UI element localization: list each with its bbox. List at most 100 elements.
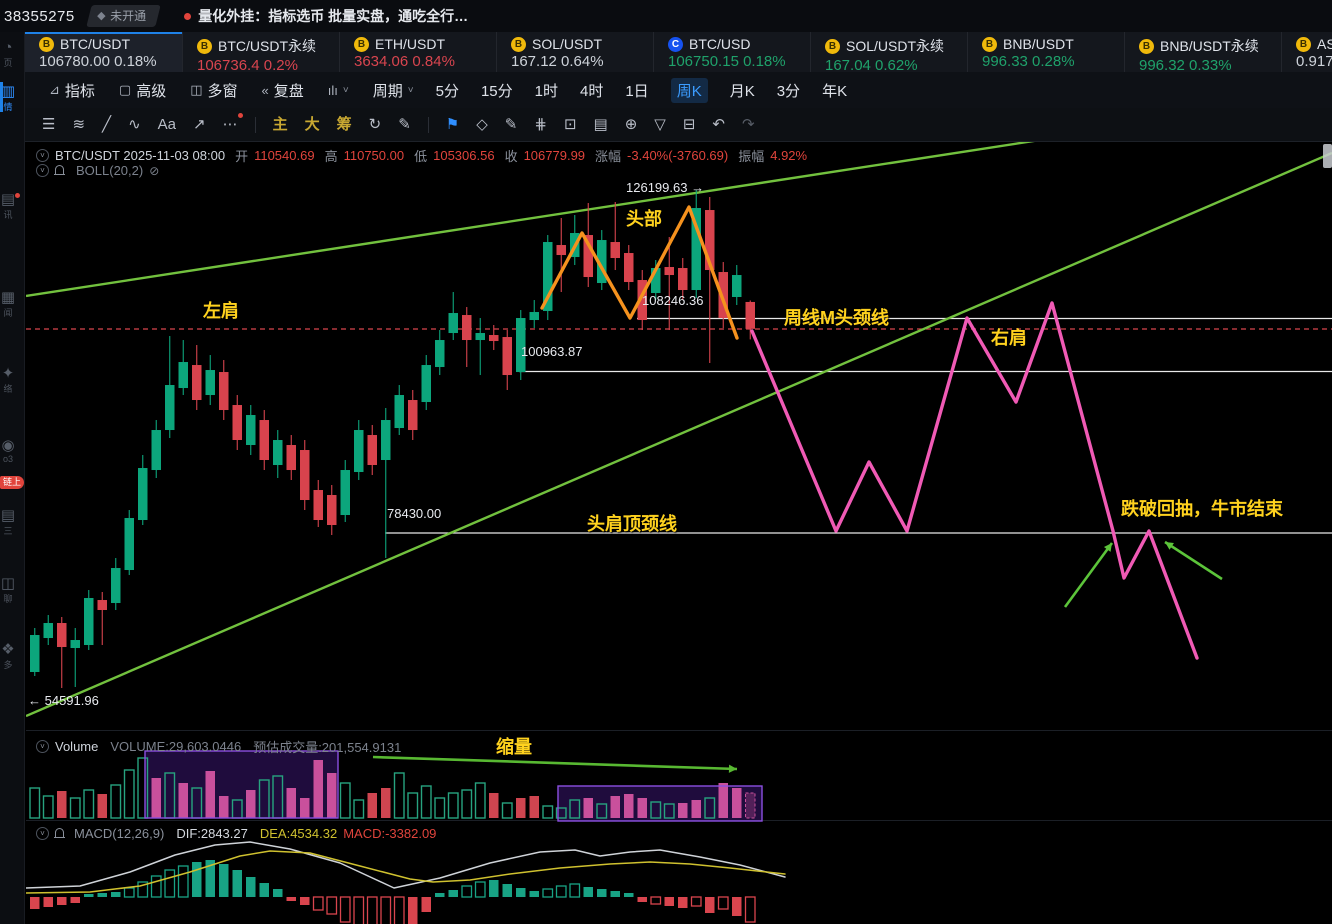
sidebar-item-讯[interactable]: ▤ 讯 (0, 192, 23, 221)
collapse-chevron-icon[interactable]: ˅ (36, 740, 49, 753)
legend-segment: Volume (55, 739, 99, 754)
period-周K[interactable]: 周K (670, 77, 708, 103)
notice-text: 量化外挂：指标选币 批量实盘，通吃全行… (198, 8, 469, 24)
trash-icon[interactable]: ⊟ (682, 115, 696, 133)
attach-icon[interactable]: ⊕ (624, 115, 638, 133)
tab-ETH-USDT[interactable]: B ETH/USDT 3634.06 0.84% (339, 32, 496, 72)
panel-collapse-handle[interactable] (1323, 144, 1332, 168)
main-chart-button[interactable]: 主 (272, 115, 288, 133)
period-年K[interactable]: 年K (822, 82, 848, 100)
sidebar-item-闻[interactable]: ▦ 闻 (0, 290, 23, 319)
legend-segment: 收 (504, 149, 518, 164)
trendlines-tool-icon[interactable]: ≋ (72, 115, 86, 133)
tab-symbol: BNB/USDT (1003, 36, 1074, 52)
sidebar-item-聊[interactable]: ◫ 聊 (0, 576, 23, 605)
legend-segment: VOLUME:29,603.0446 (110, 739, 242, 754)
tab-quote: 106736.4 0.2% (197, 57, 298, 72)
large-chart-button[interactable]: 大 (304, 115, 320, 133)
alert-bell-icon[interactable] (54, 165, 65, 175)
eraser-icon[interactable]: ◇ (476, 115, 488, 133)
more-tools-icon[interactable]: ⋯ (223, 112, 243, 134)
price-label-4: ← 54591.96 (28, 693, 99, 708)
period-月K[interactable]: 月K (729, 82, 755, 100)
tab-BNB-USDT[interactable]: B BNB/USDT 996.33 0.28% (967, 32, 1124, 72)
period-1日[interactable]: 1日 (625, 82, 649, 100)
collapse-chevron-icon[interactable]: ˅ (36, 164, 49, 177)
period-1时[interactable]: 1时 (534, 82, 558, 100)
sidebar-item-情[interactable]: ▥ 情 (0, 84, 23, 113)
quick-draw-icon[interactable]: ✎ (398, 115, 411, 133)
onchain-badge[interactable]: 链上 (0, 476, 24, 489)
indicators-button[interactable]: ⊿ 指标 (49, 82, 95, 100)
multi-window-button[interactable]: ◫ 多窗 (190, 82, 238, 100)
tab-symbol: SOL/USDT (532, 36, 603, 52)
sol-coin-icon: B (511, 36, 526, 52)
arrow-tool-icon[interactable]: ↗ (193, 115, 206, 133)
redo-icon[interactable]: ↷ (741, 115, 755, 133)
period-dropdown[interactable]: 周期 ˅ (372, 82, 414, 100)
drawing-toolbar: ☰ ≋ ╱ ∿ Aa ↗ ⋯ 主大筹 ↻ ✎ ⚑ ◇ ✎ ⋕ ⊡ ▤ ⊕ ▽ ⊟ ↶ ↷ (25, 108, 1332, 142)
多-icon: ❖ (1, 641, 15, 658)
chart-style-dropdown[interactable]: ılı ˅ (328, 83, 349, 98)
macd-legend: ˅ MACD(12,26,9) DIF:2843.27 DEA:4534.32 MACD… (36, 826, 436, 841)
period-3分[interactable]: 3分 (776, 82, 801, 100)
chips-button[interactable]: 筹 (336, 115, 352, 133)
tab-symbol: BNB/USDT永续 (1160, 38, 1259, 54)
compare-icon[interactable]: ⋕ (534, 115, 547, 133)
wave-tool-icon[interactable]: ∿ (128, 115, 141, 133)
tab-quote: 0.917 0.91% (1296, 53, 1332, 70)
eye-off-icon[interactable]: ⊘ (149, 163, 160, 178)
tab-BTC-USDT永续[interactable]: B BTC/USDT永续 106736.4 0.2% (182, 32, 339, 72)
sidebar-item-多[interactable]: ❖ 多 (0, 642, 23, 671)
annotation-5: 跌破回抽，牛市结束 (1121, 499, 1283, 519)
toolbar-separator (427, 116, 429, 133)
tab-symbol: SOL/USDT永续 (846, 38, 945, 54)
tab-ASTER-USDT[interactable]: B ASTER/USDT0.917 0.91% (1281, 32, 1332, 72)
legend-segment: DEA:4534.32 (259, 826, 338, 841)
menu-icon[interactable]: ☰ (42, 115, 56, 133)
lock-icon[interactable]: ⊡ (563, 115, 577, 133)
tab-quote: 106750.15 0.18% (668, 53, 786, 70)
undo-icon[interactable]: ↶ (712, 115, 725, 133)
btc-coin-icon: B (39, 36, 54, 52)
sidebar-item-三[interactable]: ▤ 三 (0, 508, 23, 537)
tab-SOL-USDT永续[interactable]: B SOL/USDT永续 167.04 0.62% (810, 32, 967, 72)
tab-BNB-USDT永续[interactable]: B BNB/USDT永续 996.32 0.33% (1124, 32, 1281, 72)
tab-BTC-USD[interactable]: C BTC/USD 106750.15 0.18% (653, 32, 810, 72)
filter-icon[interactable]: ▽ (654, 115, 666, 133)
alert-bell-icon[interactable] (54, 828, 65, 838)
sidebar-item-页[interactable]: ◔ 页 (0, 40, 23, 69)
页-icon: ◔ (3, 39, 13, 56)
advanced-button-icon: ▢ (118, 82, 132, 97)
tab-SOL-USDT[interactable]: B SOL/USDT 167.12 0.64% (496, 32, 653, 72)
tab-quote: 106780.00 0.18% (39, 53, 157, 70)
legend-segment: 110540.69 (254, 148, 315, 163)
line-tool-icon[interactable]: ╱ (102, 115, 112, 133)
refresh-icon[interactable]: ↻ (368, 115, 382, 133)
toolbar-separator (254, 116, 256, 133)
notice-ticker[interactable]: 量化外挂：指标选币 批量实盘，通吃全行… (184, 6, 468, 26)
讯-icon: ▤ (0, 191, 16, 208)
price-label-1: 108246.36 (642, 293, 704, 308)
sidebar-item-络[interactable]: ✦ 络 (0, 366, 23, 395)
legend-segment: BTC/USDT 2025-11-03 08:00 (55, 148, 226, 163)
collapse-chevron-icon[interactable]: ˅ (36, 149, 49, 162)
pen-icon[interactable]: ✎ (504, 115, 518, 133)
chevron-down-icon: ˅ (342, 84, 349, 96)
络-icon: ✦ (1, 365, 15, 382)
sidebar-item-o3[interactable]: ◉ o3 (0, 438, 23, 465)
replay-button[interactable]: «复盘 (261, 82, 304, 100)
bookmark-icon[interactable]: ⚑ (445, 115, 460, 133)
btc-coin-icon: B (197, 38, 212, 54)
period-4时[interactable]: 4时 (580, 82, 604, 100)
period-5分[interactable]: 5分 (435, 82, 459, 100)
tab-BTC-USDT[interactable]: B BTC/USDT 106780.00 0.18% (25, 32, 182, 72)
collapse-chevron-icon[interactable]: ˅ (36, 827, 49, 840)
period-15分[interactable]: 15分 (480, 82, 513, 100)
text-tool-icon[interactable]: Aa (157, 115, 176, 133)
account-id: 38355275 (4, 7, 75, 25)
advanced-button[interactable]: ▢ 高级 (118, 82, 167, 100)
note-icon[interactable]: ▤ (593, 115, 608, 133)
